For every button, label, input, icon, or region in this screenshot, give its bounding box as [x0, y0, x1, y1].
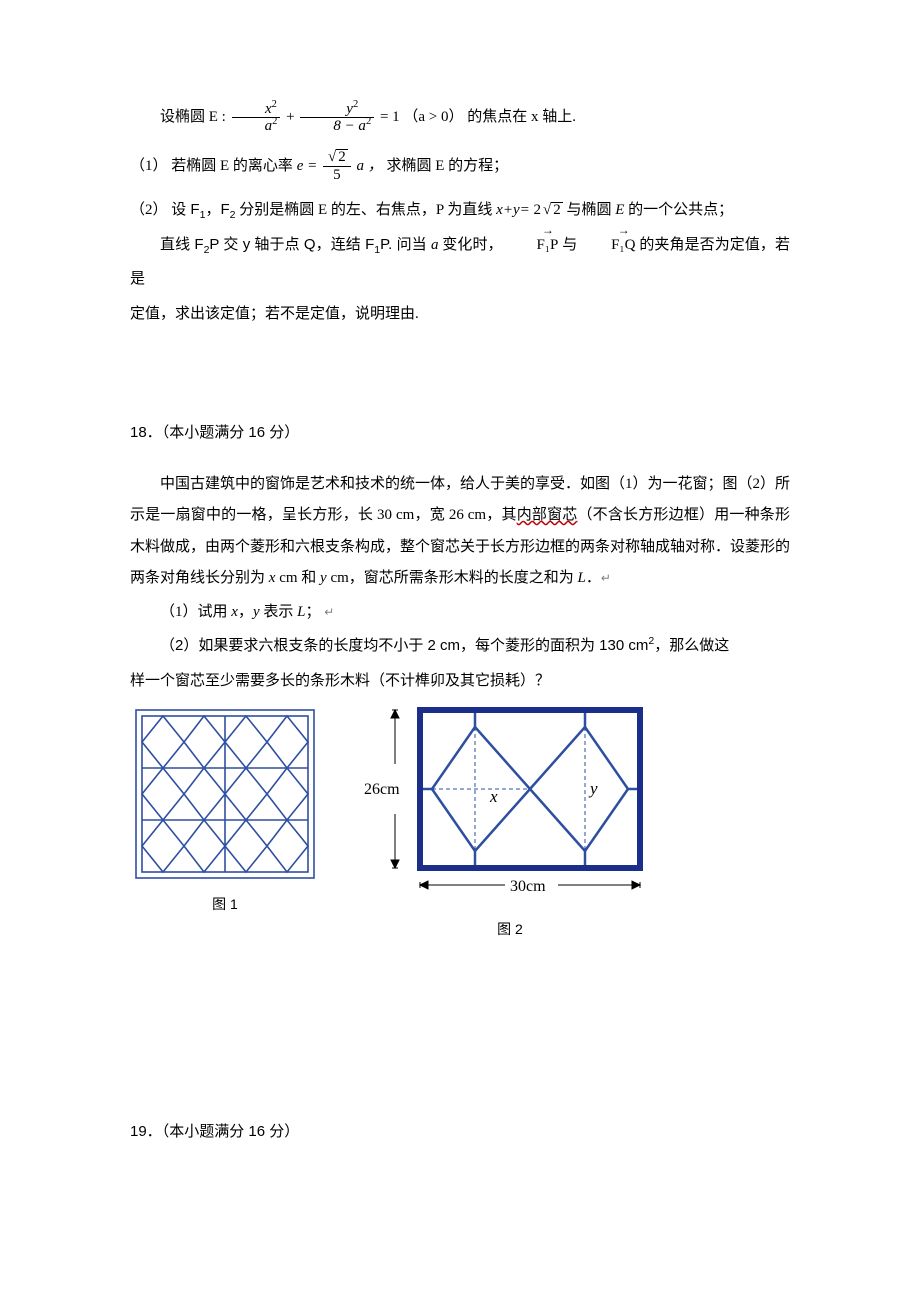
- p19-heading: 19．（本小题满分 16 分）: [130, 1115, 790, 1150]
- figure-row: 图 1 26cm: [130, 704, 790, 945]
- p17-part1: （1） 若椭圆 E 的离心率 e = 2 5 a ， 求椭圆 E 的方程；: [130, 149, 790, 184]
- fig2-y-label: y: [588, 779, 598, 798]
- fig2-x-label: x: [489, 787, 498, 806]
- p17-intro-post: 的焦点在 x 轴上.: [467, 109, 576, 125]
- p18-heading: 18．（本小题满分 16 分）: [130, 416, 790, 451]
- fig2-width-label: 30cm: [510, 878, 546, 895]
- fig2-height-label: 26cm: [364, 781, 400, 798]
- figure-2-caption: 图 2: [497, 913, 523, 945]
- figure-1-svg: [130, 704, 320, 884]
- p17-eq: x2a2 + y28 − a2 = 1 （a > 0）: [230, 109, 468, 125]
- p17-part2-l2: 直线 F2P 交 y 轴于点 Q，连结 F1P. 问当 a 变化时， F₁P 与…: [130, 228, 790, 297]
- p18-para1: 中国古建筑中的窗饰是艺术和技术的统一体，给人于美的享受．如图（1）为一花窗；图（…: [130, 469, 790, 595]
- p18-part2: （2）如果要求六根支条的长度均不小于 2 cm，每个菱形的面积为 130 cm2…: [130, 629, 790, 664]
- figure-1: 图 1: [130, 704, 320, 945]
- return-mark-icon: ↵: [324, 605, 334, 619]
- figure-2-svg: 26cm: [360, 704, 660, 909]
- p17-ecc: e = 2 5 a ，: [297, 158, 387, 174]
- p17-part2-l1: （2） 设 F1，F2 分别是椭圆 E 的左、右焦点，P 为直线 x+y= 22…: [130, 193, 790, 228]
- p17-part2-l3: 定值，求出该定值；若不是定值，说明理由.: [130, 297, 790, 332]
- p18-part1: （1）试用 x，y 表示 L； ↵: [130, 595, 790, 630]
- return-mark-icon: ↵: [601, 571, 611, 585]
- p18-part2-l2: 样一个窗芯至少需要多长的条形木料（不计榫卯及其它损耗）？: [130, 664, 790, 699]
- vector-f1q: F₁Q: [581, 228, 635, 263]
- figure-2: 26cm: [360, 704, 660, 945]
- wavy-underline: 内部窗芯: [517, 507, 578, 523]
- p17-intro: 设椭圆 E : x2a2 + y28 − a2 = 1 （a > 0） 的焦点在…: [130, 100, 790, 135]
- figure-1-caption: 图 1: [212, 888, 238, 920]
- vector-f1p: F₁P: [506, 228, 558, 263]
- p17-intro-pre: 设椭圆 E :: [160, 109, 226, 125]
